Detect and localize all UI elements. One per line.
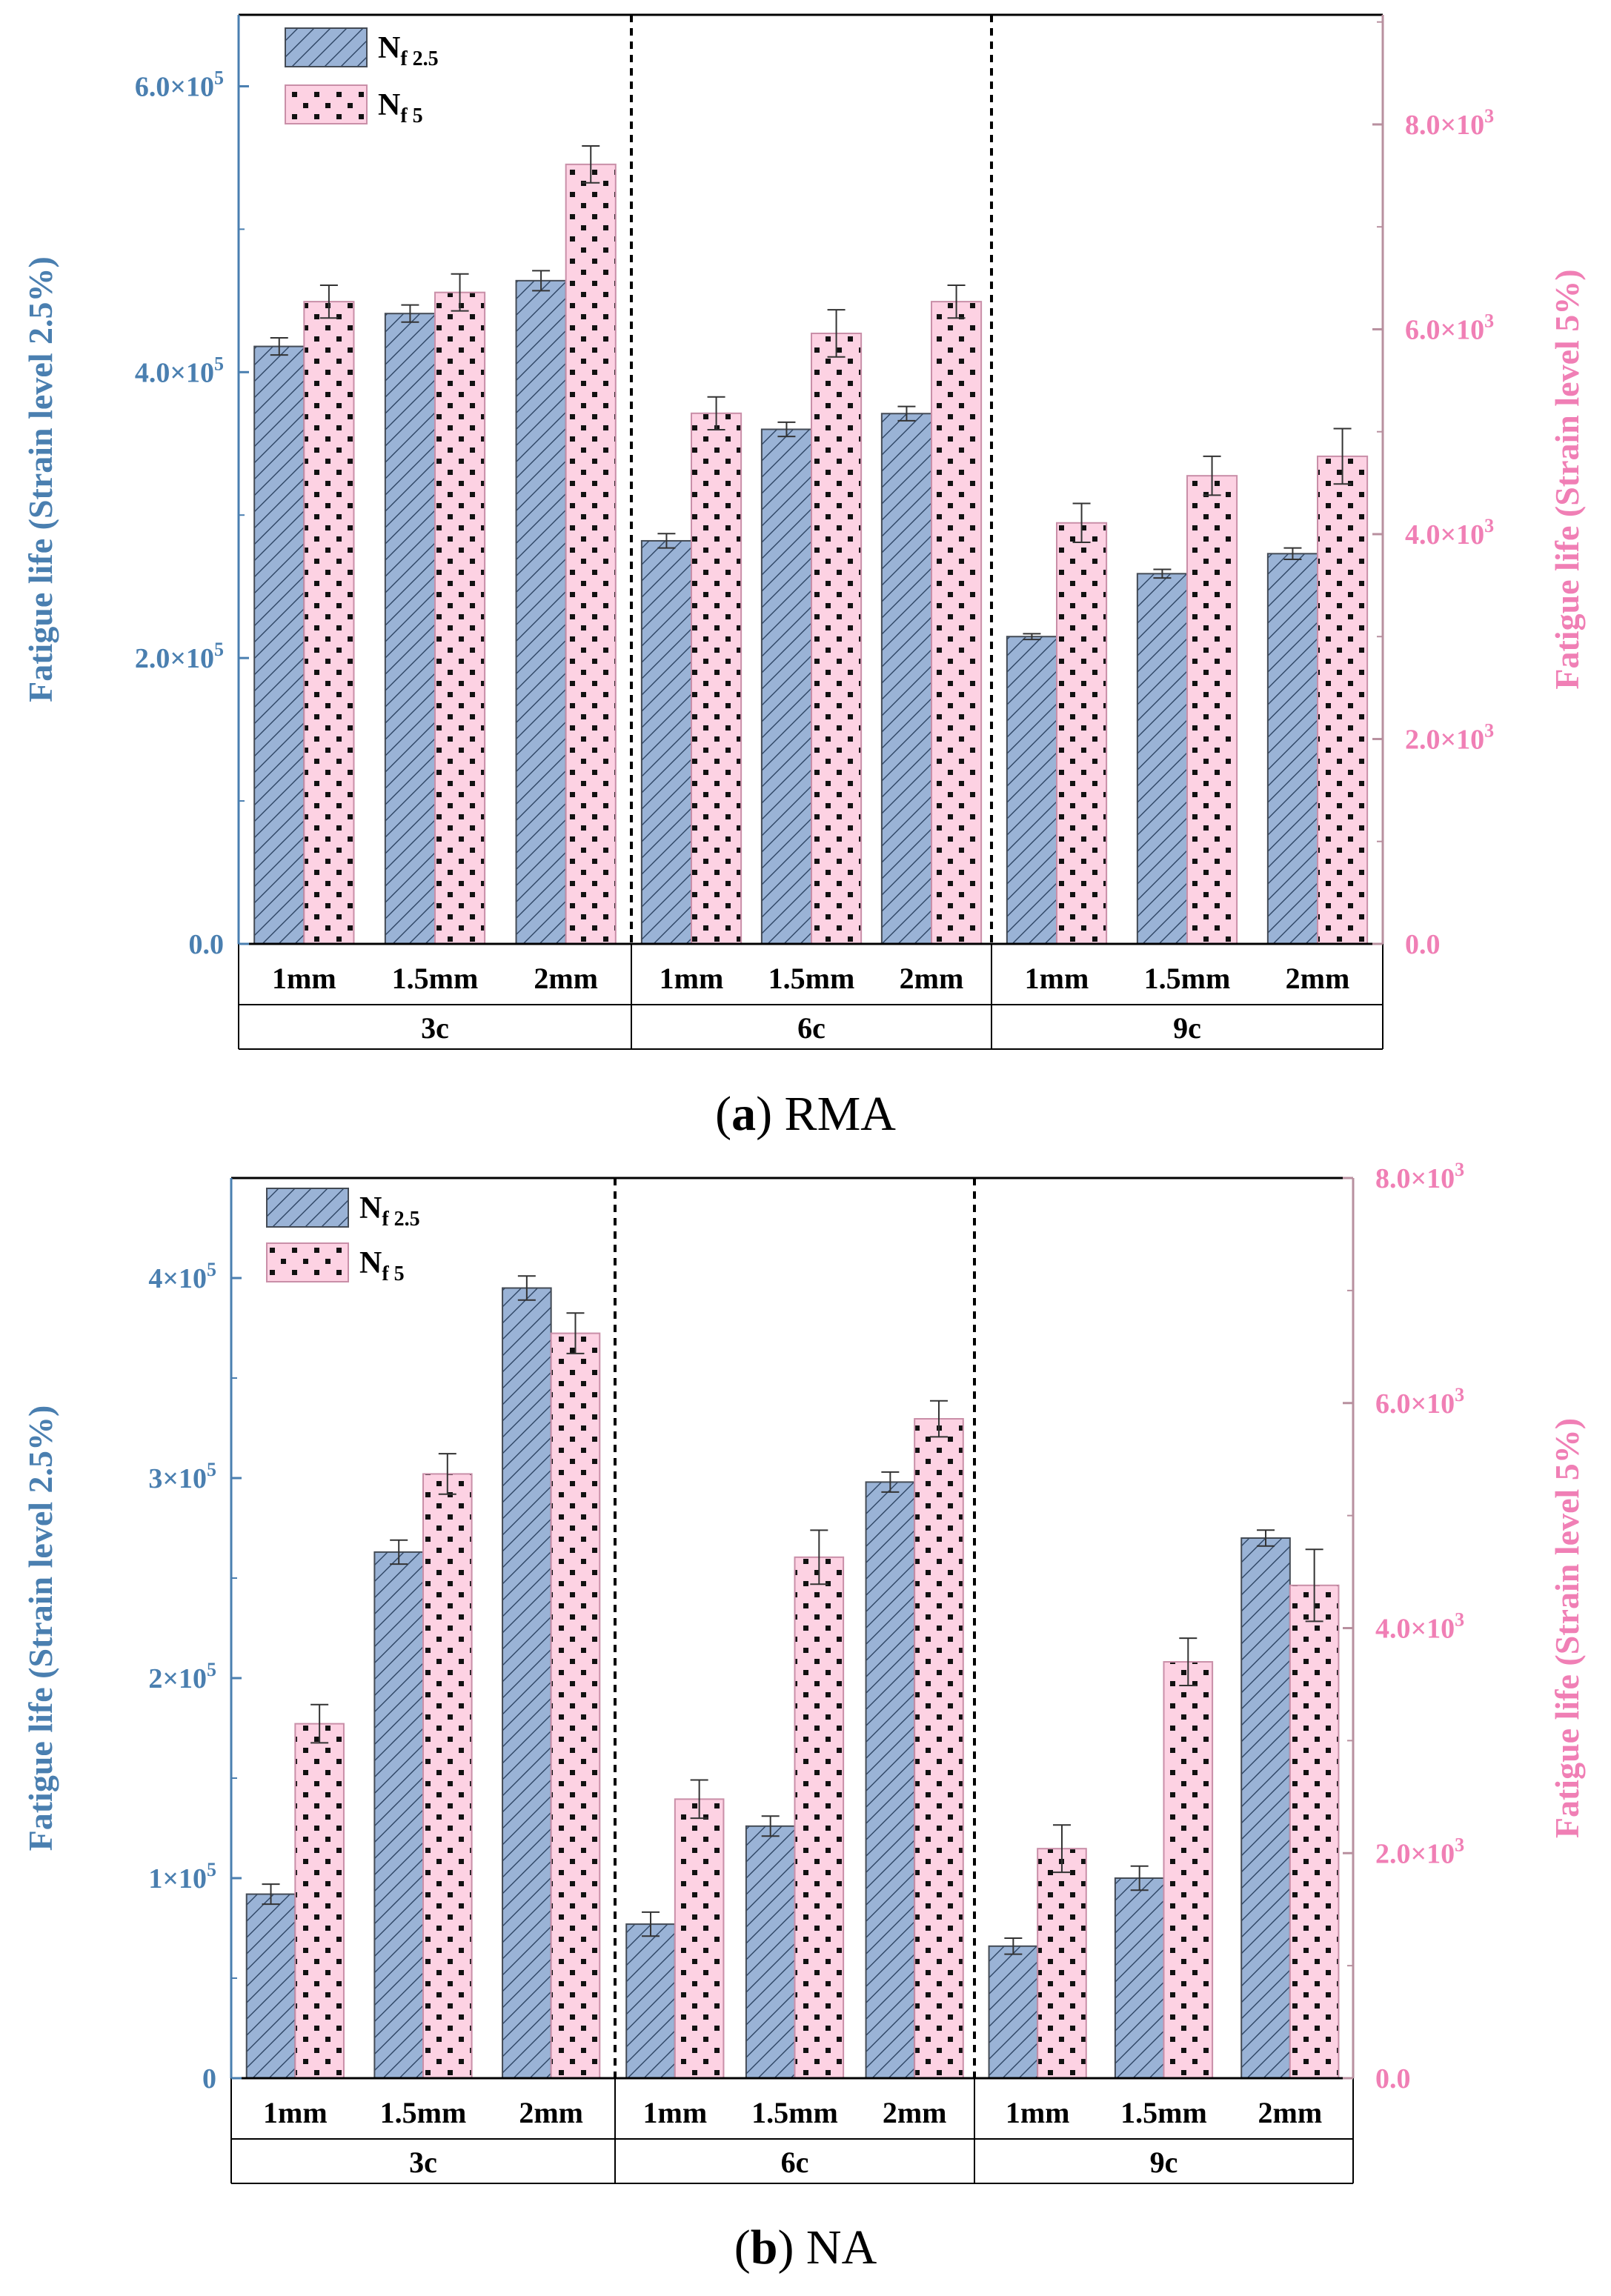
left-axis-title: Fatigue life (Strain level 2.5%) (21, 1405, 59, 1851)
left-tick-label: 2.0×105 (135, 639, 224, 674)
group-label: 6c (797, 1011, 826, 1045)
bar-nf5-6c-1mm (691, 412, 743, 945)
bar-nf25-9c-2mm (1240, 1537, 1291, 2079)
left-axis-title: Fatigue life (Strain level 2.5%) (21, 256, 59, 702)
x-tick-label: 2mm (883, 2096, 947, 2129)
bar-nf25-6c-1mm (640, 539, 692, 945)
panel-caption: (a) RMA (715, 1087, 896, 1141)
right-tick-label: 4.0×103 (1375, 1609, 1464, 1645)
right-tick-label: 2.0×103 (1375, 1834, 1464, 1869)
group-label: 3c (421, 1011, 449, 1045)
left-tick-label: 4.0×105 (135, 353, 224, 388)
bar-nf25-9c-1mm (988, 1945, 1039, 2080)
bar-nf5-9c-1.5mm (1186, 475, 1238, 945)
group-label: 3c (409, 2146, 437, 2179)
legend-label-nf25: Nf 2.5 (378, 31, 439, 70)
bar-nf25-3c-1.5mm (384, 313, 436, 945)
right-tick-label: 6.0×103 (1405, 310, 1494, 345)
bar-nf25-9c-2mm (1266, 553, 1319, 945)
bar-nf5-3c-1mm (294, 1723, 345, 2079)
left-tick-label: 6.0×105 (135, 67, 224, 102)
bar-nf5-9c-1mm (1037, 1848, 1087, 2080)
bar-nf5-3c-1.5mm (434, 291, 486, 945)
x-tick-label: 2mm (534, 962, 598, 995)
left-tick-label: 0 (202, 2063, 216, 2094)
x-tick-label: 1mm (263, 2096, 328, 2129)
right-axis-title: Fatigue life (Strain level 5%) (1548, 1418, 1586, 1838)
legend-label-nf5: Nf 5 (359, 1246, 405, 1285)
x-tick-label: 1.5mm (751, 2096, 838, 2129)
panel-b: 1mm 1.5mm 2mm 3c 1mm 1.5mm 2mm 6c 1mm 1.5mm 2mm 9c 0… (21, 1159, 1586, 2275)
bar-nf25-3c-1mm (245, 1893, 296, 2080)
bar-nf5-9c-1mm (1056, 522, 1108, 945)
x-tick-label: 1mm (660, 962, 724, 995)
x-tick-label: 1.5mm (1120, 2096, 1207, 2129)
right-tick-label: 8.0×103 (1405, 105, 1494, 141)
panel-caption: (b) NA (734, 2220, 877, 2275)
x-tick-label: 1.5mm (392, 962, 479, 995)
bar-nf5-6c-1mm (674, 1798, 725, 2080)
right-tick-label: 6.0×103 (1375, 1384, 1464, 1420)
bar-nf25-9c-1mm (1006, 636, 1058, 945)
bar-nf25-3c-2mm (502, 1287, 552, 2079)
bar-nf25-9c-1.5mm (1136, 573, 1189, 945)
bar-nf5-6c-2mm (931, 301, 983, 945)
bar-nf25-6c-1.5mm (745, 1825, 796, 2080)
x-tick-label: 2mm (1286, 962, 1350, 995)
legend-swatch-nf25 (285, 27, 368, 67)
x-tick-label: 2mm (1258, 2096, 1323, 2129)
right-tick-label: 2.0×103 (1405, 719, 1494, 755)
left-tick-label: 3×105 (148, 1459, 216, 1494)
left-tick-label: 2×105 (148, 1659, 216, 1694)
bar-nf5-6c-2mm (914, 1418, 964, 2079)
legend-label-nf25: Nf 2.5 (359, 1191, 420, 1231)
bar-nf5-6c-1.5mm (794, 1556, 845, 2080)
bar-nf5-3c-1.5mm (422, 1473, 473, 2079)
x-tick-label: 1mm (1025, 962, 1089, 995)
bar-nf5-3c-2mm (565, 163, 617, 945)
x-tick-label: 1.5mm (768, 962, 855, 995)
right-tick-label: 0.0 (1405, 929, 1441, 960)
bar-nf25-3c-1mm (253, 345, 305, 945)
bar-nf25-6c-2mm (880, 413, 933, 945)
right-tick-label: 4.0×103 (1405, 515, 1494, 550)
x-tick-label: 2mm (900, 962, 964, 995)
bar-nf25-6c-1.5mm (760, 428, 813, 945)
group-label: 6c (781, 2146, 809, 2179)
group-label: 9c (1150, 2146, 1178, 2179)
right-axis-title: Fatigue life (Strain level 5%) (1548, 269, 1586, 689)
left-tick-label: 4×105 (148, 1259, 216, 1294)
x-tick-label: 1.5mm (380, 2096, 467, 2129)
panel-a: 1mm 1.5mm 2mm 3c 1mm 1.5mm 2mm 6c 1mm 1.5mm 2mm 9c 0… (21, 13, 1586, 1141)
right-tick-label: 0.0 (1375, 2063, 1411, 2094)
x-tick-label: 1mm (272, 962, 336, 995)
legend-swatch-nf5 (285, 84, 368, 124)
bar-nf25-9c-1.5mm (1114, 1877, 1165, 2079)
bar-nf25-3c-2mm (515, 279, 567, 945)
legend-swatch-nf25 (266, 1188, 349, 1228)
bar-nf5-9c-1.5mm (1163, 1661, 1214, 2079)
bar-nf25-6c-1mm (625, 1923, 676, 2080)
x-tick-label: 1.5mm (1144, 962, 1231, 995)
bar-nf25-6c-2mm (865, 1481, 916, 2079)
bar-nf5-6c-1.5mm (811, 332, 863, 945)
left-tick-label: 1×105 (148, 1859, 216, 1894)
x-tick-label: 1mm (1006, 2096, 1070, 2129)
bar-nf5-3c-2mm (550, 1332, 601, 2079)
group-label: 9c (1173, 1011, 1201, 1045)
x-tick-label: 2mm (519, 2096, 583, 2129)
bar-nf5-9c-2mm (1317, 455, 1369, 945)
bar-nf5-9c-2mm (1289, 1584, 1340, 2080)
right-tick-label: 8.0×103 (1375, 1159, 1464, 1194)
legend-swatch-nf5 (266, 1242, 349, 1282)
x-tick-label: 1mm (643, 2096, 708, 2129)
bar-nf5-3c-1mm (303, 301, 355, 945)
left-tick-label: 0.0 (189, 929, 225, 960)
legend-label-nf5: Nf 5 (378, 88, 423, 127)
bar-nf25-3c-1.5mm (373, 1551, 424, 2079)
